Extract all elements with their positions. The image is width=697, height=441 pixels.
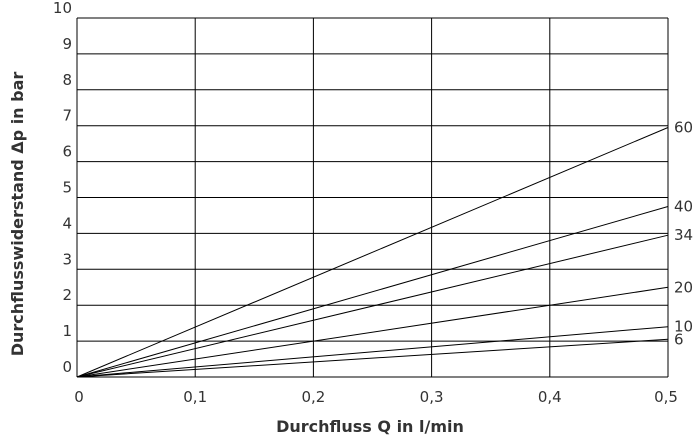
x-tick-label: 0,4 (538, 388, 562, 406)
series-label-34: 34 (674, 226, 693, 244)
series-label-6: 6 (674, 330, 684, 348)
y-tick-label: 3 (62, 250, 72, 268)
x-tick-label: 0,1 (183, 388, 207, 406)
y-tick-label: 7 (62, 107, 72, 125)
y-tick-labels: 0 1 2 3 4 5 6 7 8 9 10 (53, 0, 72, 376)
y-tick-label: 8 (62, 71, 72, 89)
y-axis-title: Durchflusswiderstand Δp in bar (8, 72, 27, 357)
series-line-40 (76, 206, 669, 378)
x-axis-title: Durchfluss Q in l/min (276, 417, 464, 436)
series-line-10 (76, 326, 669, 378)
series-label-40: 40 (674, 197, 693, 215)
x-tick-label: 0,2 (301, 388, 325, 406)
x-tick-labels: 0 0,1 0,2 0,3 0,4 0,5 (74, 388, 678, 406)
x-tick-label: 0,5 (654, 388, 678, 406)
series-labels: 60 40 34 20 106 (674, 118, 693, 348)
series-line-60 (76, 127, 669, 378)
grid (76, 17, 669, 378)
y-tick-label: 4 (62, 214, 72, 232)
series-line-20 (76, 286, 669, 378)
y-tick-label: 6 (62, 143, 72, 161)
x-tick-label: 0 (74, 388, 84, 406)
series-lines (76, 127, 669, 378)
series-label-60: 60 (674, 118, 693, 136)
y-tick-label: 2 (62, 286, 72, 304)
series-label-10: 10 (674, 318, 693, 336)
series-line-6 (76, 338, 669, 378)
series-line-34 (76, 234, 669, 378)
series-label-20: 20 (674, 278, 693, 296)
y-tick-label: 0 (62, 358, 72, 376)
y-tick-label: 5 (62, 179, 72, 197)
y-tick-label: 9 (62, 35, 72, 53)
y-tick-label: 10 (53, 0, 72, 17)
y-tick-label: 1 (62, 322, 72, 340)
x-tick-label: 0,3 (420, 388, 444, 406)
